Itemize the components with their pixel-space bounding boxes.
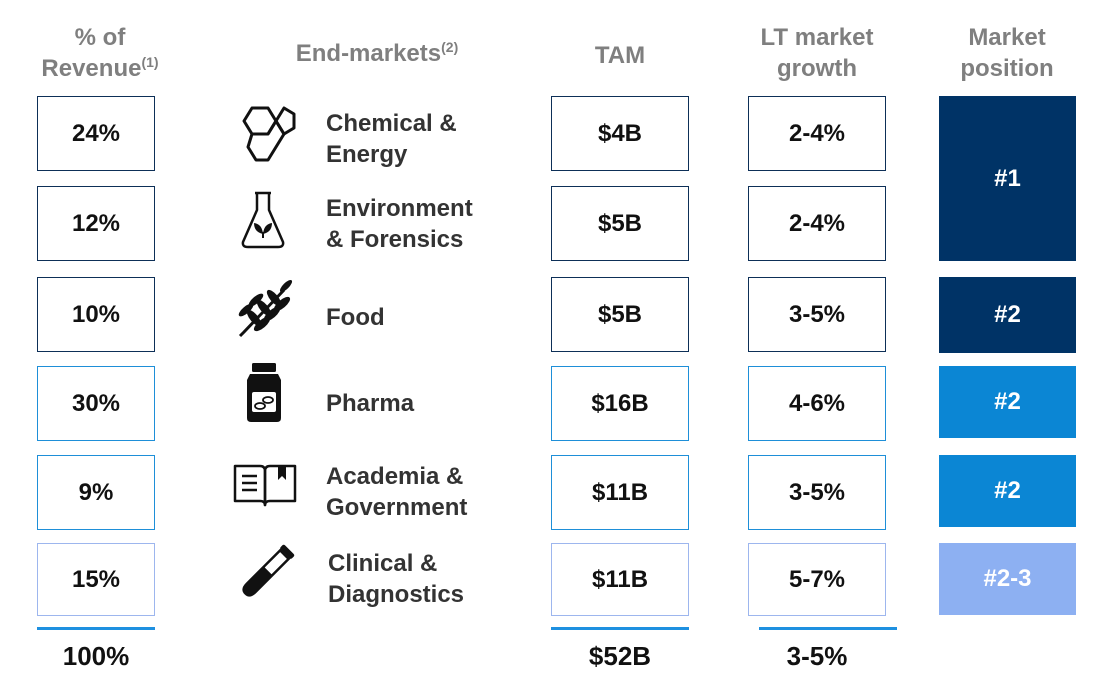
- revenue-cell: 9%: [37, 455, 155, 530]
- header-endmarkets: End-markets(2): [295, 39, 459, 67]
- market-name: Food: [326, 304, 385, 331]
- header-tam: TAM: [594, 42, 646, 69]
- total-divider-tam: [551, 627, 689, 630]
- growth-cell: 3-5%: [748, 455, 886, 530]
- position-badge: #2: [939, 277, 1076, 353]
- total-divider-growth: [759, 627, 897, 630]
- growth-cell: 2-4%: [748, 96, 886, 171]
- growth-cell: 5-7%: [748, 543, 886, 616]
- pill-bottle-icon: [247, 363, 281, 422]
- test-tube-icon: [242, 544, 295, 597]
- revenue-cell: 10%: [37, 277, 155, 352]
- position-badge: #1: [939, 96, 1076, 261]
- tam-cell: $4B: [551, 96, 689, 171]
- tam-cell: $11B: [551, 455, 689, 530]
- position-badge: #2: [939, 366, 1076, 438]
- footnote-1: (1): [141, 54, 159, 70]
- revenue-cell: 24%: [37, 96, 155, 171]
- market-name: Environment & Forensics: [326, 195, 473, 253]
- total-revenue: 100%: [62, 641, 130, 671]
- header-revenue-line2: Revenue(1): [41, 54, 159, 82]
- tam-cell: $5B: [551, 186, 689, 261]
- tam-cell: $5B: [551, 277, 689, 352]
- revenue-cell: 30%: [37, 366, 155, 441]
- open-book-icon: [233, 464, 297, 507]
- tam-cell: $16B: [551, 366, 689, 441]
- revenue-cell: 15%: [37, 543, 155, 616]
- growth-cell: 3-5%: [748, 277, 886, 352]
- market-name: Clinical & Diagnostics: [328, 550, 465, 608]
- market-name: Chemical & Energy: [326, 110, 457, 168]
- growth-cell: 4-6%: [748, 366, 886, 441]
- flask-leaf-icon: [241, 191, 285, 249]
- growth-cell: 2-4%: [748, 186, 886, 261]
- market-name: Pharma: [326, 390, 415, 417]
- header-revenue: % of Revenue(1): [30, 22, 170, 84]
- total-divider-revenue: [37, 627, 155, 630]
- tam-cell: $11B: [551, 543, 689, 616]
- total-tam: $52B: [588, 641, 652, 671]
- header-position: Market position: [960, 24, 1054, 82]
- position-badge: #2-3: [939, 543, 1076, 615]
- hexagon-molecule-icon: [242, 106, 296, 162]
- footnote-2: (2): [441, 39, 459, 55]
- market-name: Academia & Government: [326, 463, 468, 521]
- total-growth: 3-5%: [786, 641, 848, 671]
- revenue-cell: 12%: [37, 186, 155, 261]
- wheat-icon: [238, 279, 293, 338]
- header-growth: LT market growth: [760, 24, 874, 82]
- position-badge: #2: [939, 455, 1076, 527]
- header-revenue-line1: % of: [74, 24, 126, 51]
